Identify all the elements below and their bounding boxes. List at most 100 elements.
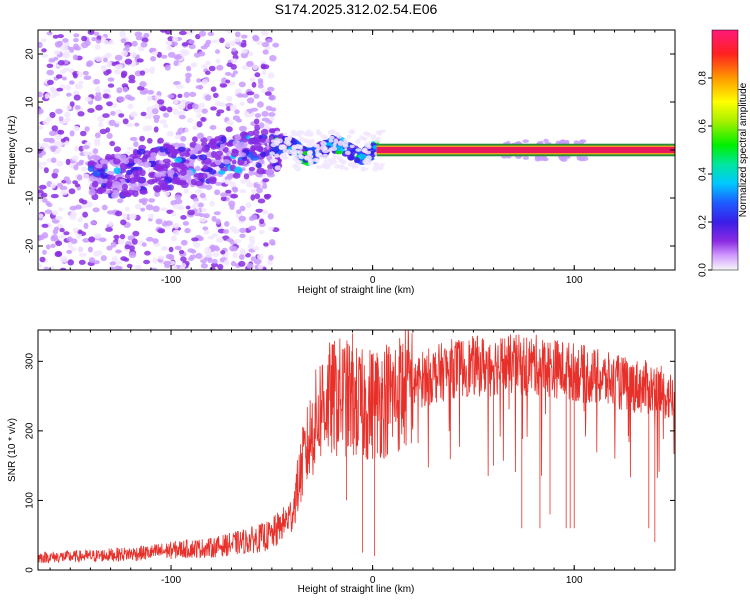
spectrogram-cell — [231, 58, 238, 64]
spectrogram-cell — [73, 94, 81, 101]
spectrogram-cell — [225, 79, 231, 84]
spectrogram-cell — [359, 135, 364, 141]
spectrogram-cell — [145, 236, 154, 242]
spectrogram-cell — [51, 125, 58, 132]
spectrogram-cell — [46, 63, 54, 68]
spectrogram-cell — [236, 118, 243, 123]
spectrogram-cell — [174, 194, 182, 200]
spectrogram-cell — [109, 261, 117, 266]
x-tick-label: 100 — [566, 275, 583, 286]
spectrogram-cell — [226, 95, 233, 102]
spectrogram-cell — [297, 150, 303, 155]
spectrogram-cell — [134, 203, 142, 210]
spectrogram-cell — [376, 136, 381, 141]
spectrogram-cell — [93, 78, 101, 85]
spectrogram-cell — [238, 254, 245, 260]
spectrogram-cell — [105, 127, 111, 133]
spectrogram-cell — [192, 136, 198, 143]
spectrogram-cell — [129, 136, 138, 142]
spectrogram-cell — [198, 102, 205, 108]
spectrogram-cell — [210, 106, 217, 111]
spectrogram-cell — [152, 257, 158, 264]
spectrogram-cell — [344, 150, 351, 155]
spectrogram-cell — [239, 101, 245, 106]
spectrogram-cell — [82, 145, 90, 150]
spectrogram-cell — [252, 34, 259, 41]
spectrogram-cell — [238, 125, 247, 132]
spectrogram-cell — [157, 137, 164, 144]
spectrogram-cell — [264, 122, 270, 129]
spectrogram-cell — [74, 183, 81, 188]
spectrogram-cell — [55, 250, 62, 257]
spectrogram-cell — [63, 176, 70, 181]
spectrogram-cell — [232, 70, 238, 75]
spectrogram-cell — [211, 233, 219, 238]
spectrogram-cell — [543, 138, 549, 143]
spectrogram-cell — [190, 154, 197, 159]
spectrogram-cell — [226, 173, 233, 180]
spectrogram-cell — [42, 198, 48, 203]
spectrogram-cell — [271, 158, 278, 163]
spectrogram-cell — [216, 64, 224, 71]
spectrogram-cell — [163, 260, 172, 266]
spectrogram-cell — [60, 44, 69, 52]
spectrogram-cell — [306, 142, 313, 148]
y-tick-label: 10 — [25, 96, 36, 108]
spectrogram-cell — [87, 30, 95, 35]
y-tick-label: 100 — [25, 492, 36, 509]
spectrogram-cell — [88, 236, 96, 243]
spectrogram-cell — [298, 136, 305, 142]
spectrogram-cell — [141, 37, 149, 43]
spectrogram-cell — [258, 79, 264, 86]
spectrogram-cell — [94, 140, 101, 147]
spectrogram-cell — [124, 206, 130, 212]
spectrogram-cell — [100, 36, 106, 43]
y-tick-label: -10 — [25, 190, 36, 205]
spectrogram-cell — [330, 146, 338, 152]
spectrogram-cell — [241, 65, 249, 70]
spectrogram-cell — [213, 211, 221, 216]
spectrogram-cell — [184, 152, 191, 158]
spectrogram-cell — [117, 96, 125, 103]
spectrogram-cell — [185, 175, 192, 183]
spectrogram-cell — [126, 122, 134, 128]
spectrogram-cell — [370, 134, 377, 140]
spectrogram-cell — [80, 130, 87, 137]
spectrogram-cell — [269, 55, 277, 62]
spectrogram-cell — [240, 42, 247, 48]
spectrogram-cell — [131, 238, 138, 245]
spectrogram-cell — [53, 226, 60, 231]
spectrogram-cell — [56, 182, 63, 188]
spectrogram-cell — [165, 40, 173, 46]
spectrogram-cell — [195, 33, 201, 40]
spectrogram-cell — [52, 210, 58, 216]
spectrogram-cell — [178, 110, 186, 116]
spectrogram-cell — [267, 259, 273, 266]
spectrogram-cell — [128, 245, 135, 252]
spectrogram-cell — [54, 92, 60, 96]
colorbar-label: Normalized spectral amplitude — [738, 82, 749, 217]
spectrogram-cell — [246, 182, 255, 188]
spectrogram-cell — [238, 81, 246, 88]
spectrogram-cell — [246, 91, 255, 96]
spectrogram-cell — [110, 241, 117, 248]
spectrogram-cell — [225, 41, 232, 48]
spectrogram-cell — [193, 173, 202, 178]
spectrogram-cell — [215, 159, 222, 166]
spectrogram-cell — [167, 169, 175, 176]
spectrogram-cell — [50, 147, 56, 152]
spectrogram-cell — [200, 137, 208, 143]
spectrogram-cell — [218, 170, 226, 175]
spectrogram-cell — [52, 168, 60, 174]
spectrogram-cell — [186, 65, 192, 72]
spectrogram-cell — [112, 181, 121, 189]
spectrogram-cell — [124, 58, 133, 65]
y-tick-label: 300 — [25, 353, 36, 370]
snr-plot-area — [38, 330, 675, 564]
spectrogram-cell — [186, 30, 195, 35]
spectrogram-cell — [139, 70, 146, 76]
spectrogram-cell — [107, 83, 115, 88]
spectrogram-cell — [274, 153, 280, 158]
spectrogram-cell — [41, 53, 49, 58]
spectrogram-cell — [358, 153, 367, 160]
